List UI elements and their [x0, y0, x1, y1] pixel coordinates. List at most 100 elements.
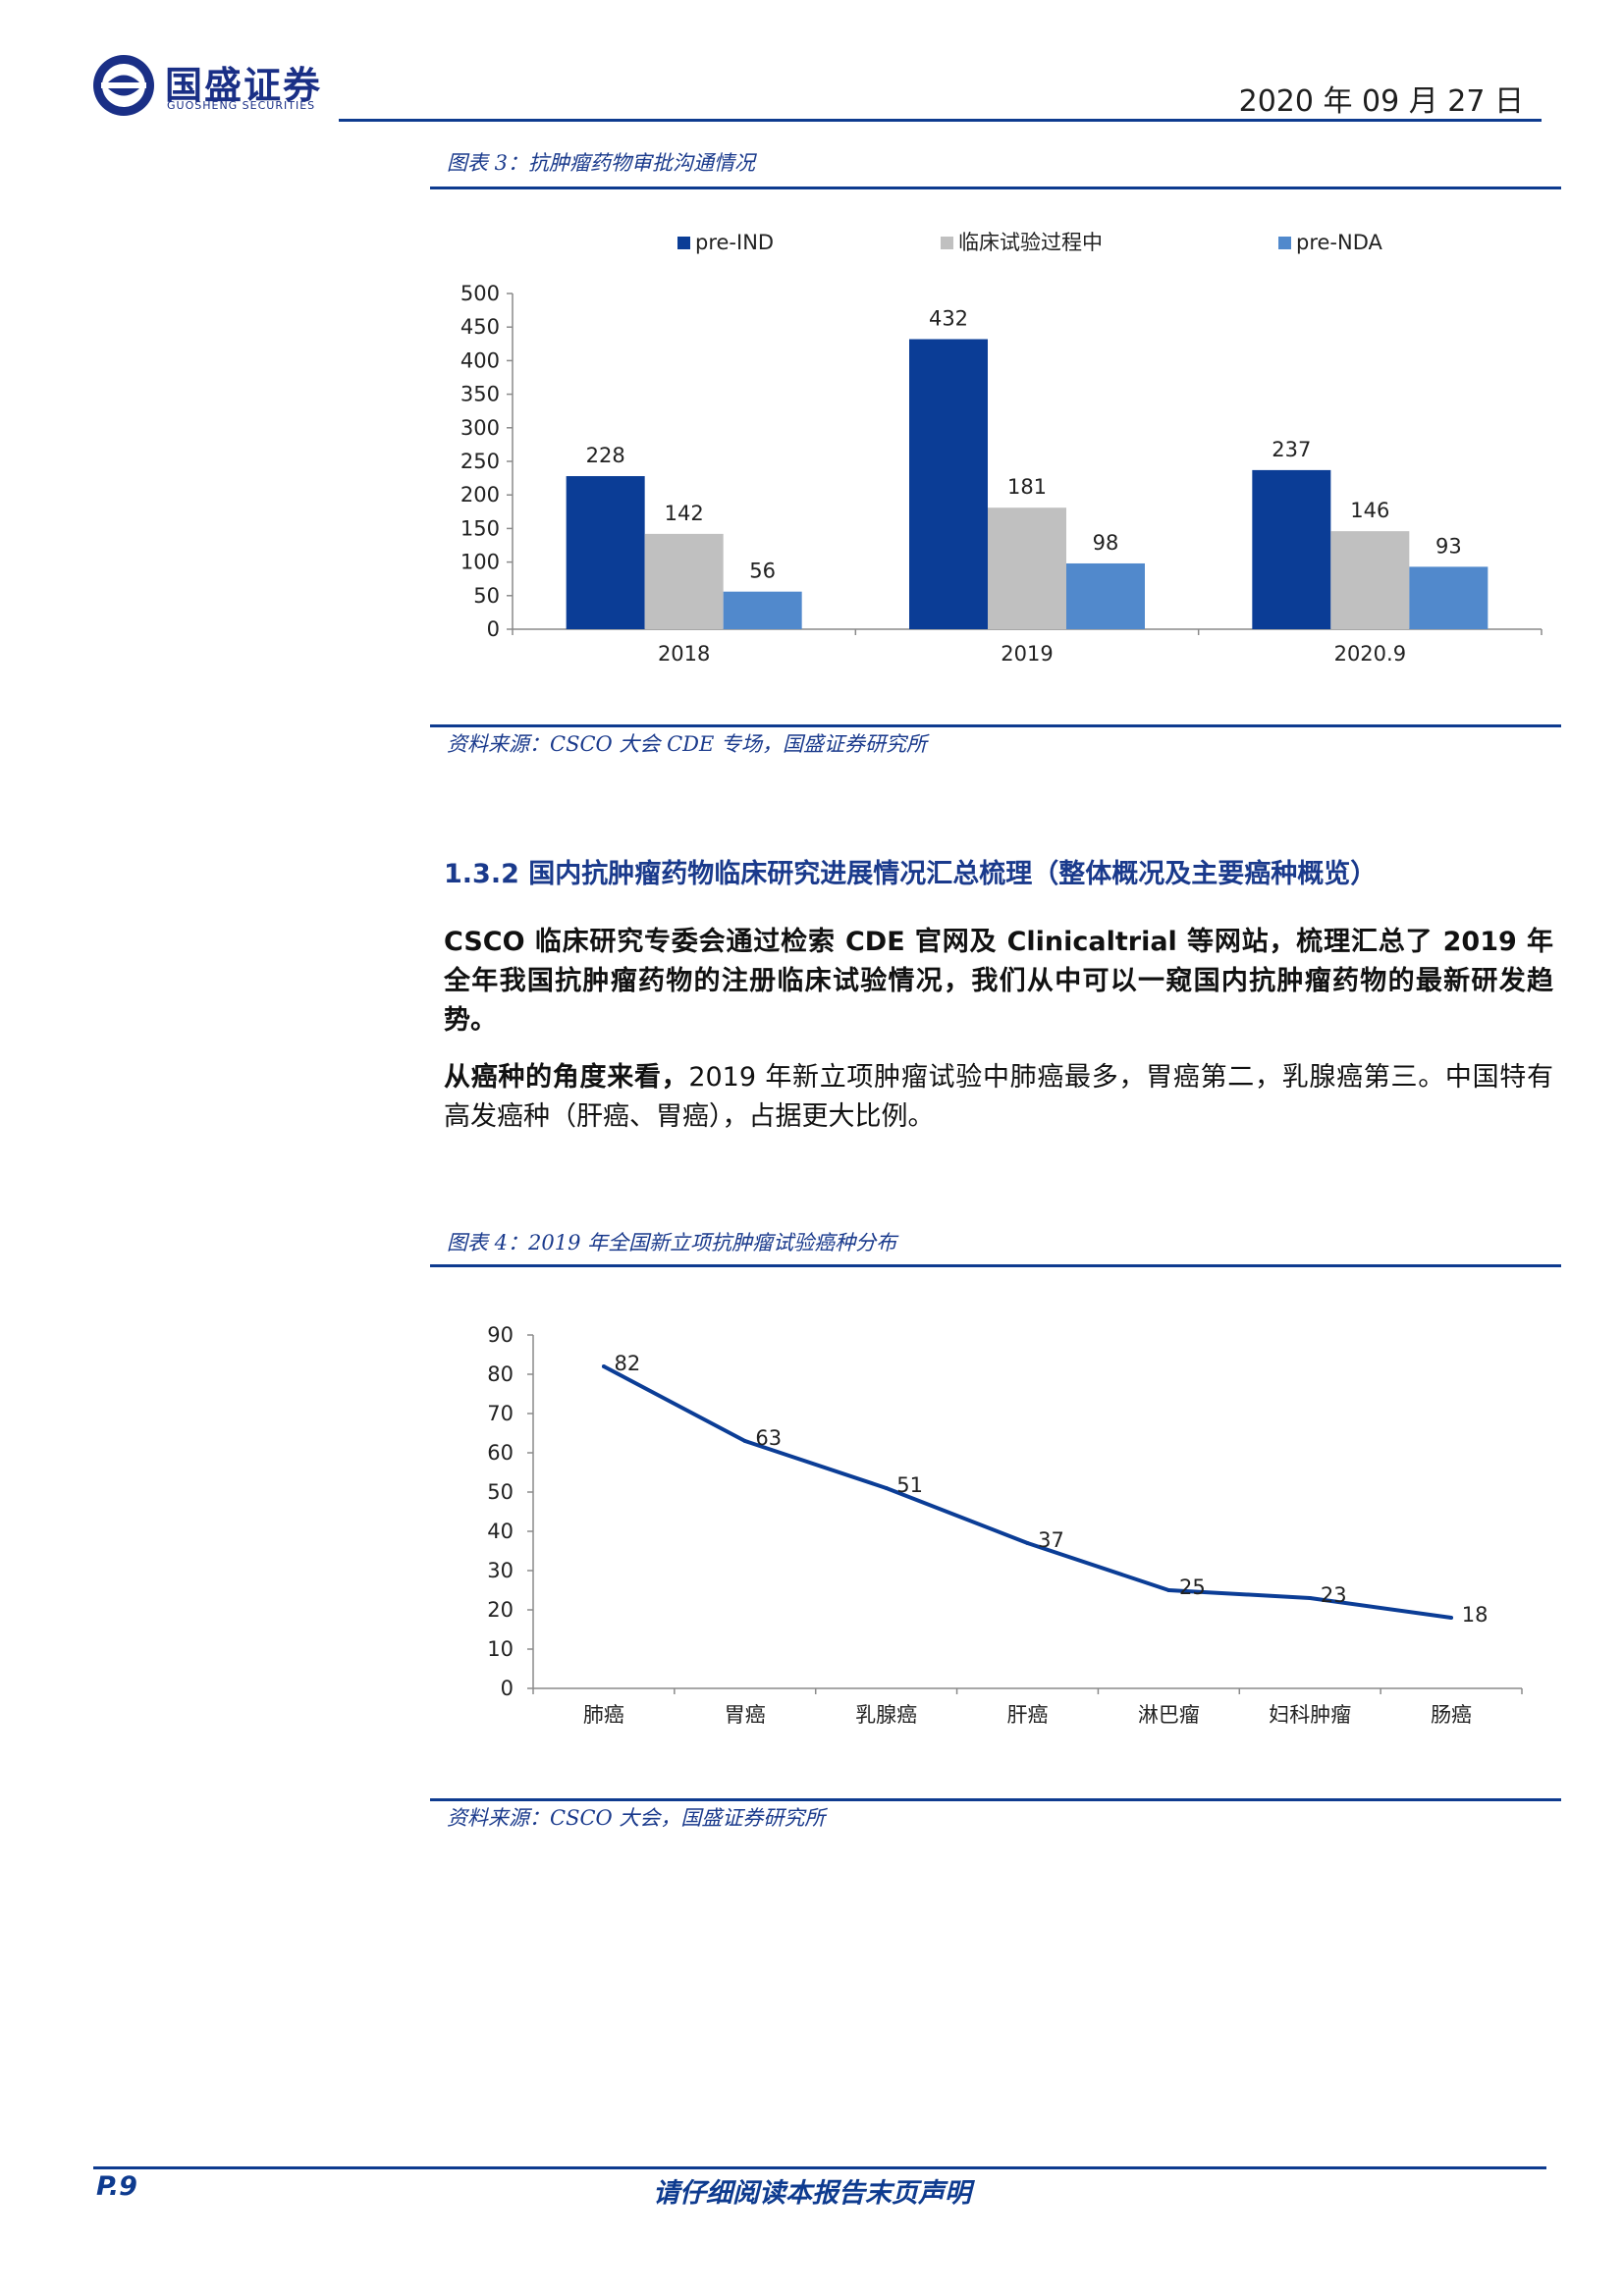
data-point: [1025, 1541, 1030, 1545]
paragraph-2-body: 2019 年新立项肿瘤试验中肺癌最多，胃癌第二，乳腺癌第三。中国特有高发癌种（肝…: [444, 1062, 1554, 1132]
bar-value-label: 237: [1272, 438, 1311, 461]
footer-divider: [93, 2166, 1546, 2169]
bar-value-label: 146: [1350, 499, 1389, 522]
bar: [1066, 562, 1145, 629]
y-tick: 90: [487, 1323, 514, 1347]
logo-text: 国盛证券: [165, 64, 323, 107]
figure3-top-rule: [430, 187, 1561, 189]
series-line: [602, 1364, 1452, 1620]
legend-swatch-pre-ind: [677, 237, 690, 249]
line-chart-marks: 82 63 51 37 25 23 18: [527, 1334, 1523, 1694]
paragraph-1: CSCO 临床研究专委会通过检索 CDE 官网及 Clinicaltrial 等…: [444, 927, 1553, 1036]
y-tick: 0: [501, 1677, 514, 1700]
y-tick: 150: [460, 516, 500, 540]
data-point: [1308, 1596, 1313, 1600]
data-point: [601, 1364, 606, 1368]
figure3-bottom-rule: [430, 724, 1561, 727]
y-tick: 100: [460, 551, 500, 574]
line-chart-y-ticks: 0 10 20 30 40 50 60 70 80 90: [487, 1323, 514, 1700]
data-value-label: 82: [615, 1352, 641, 1375]
y-tick: 500: [460, 282, 500, 305]
bar: [723, 591, 802, 629]
bar-chart-marks: 228 142 56 432 181 98 237 146 93: [507, 293, 1543, 635]
report-date: 2020 年 09 月 27 日: [1238, 84, 1524, 119]
x-label: 2020.9: [1334, 642, 1406, 666]
data-point: [1449, 1616, 1454, 1620]
x-label: 2019: [1001, 642, 1053, 666]
data-value-label: 23: [1321, 1583, 1347, 1607]
bar: [988, 507, 1066, 629]
bar-value-label: 98: [1093, 531, 1119, 555]
y-tick: 40: [487, 1520, 514, 1543]
footer-disclaimer: 请仔细阅读本报告末页声明: [653, 2178, 971, 2209]
bar-value-label: 432: [929, 307, 968, 331]
bar: [909, 339, 988, 629]
legend-label-clinical: 临床试验过程中: [958, 231, 1103, 254]
line-chart: 0 10 20 30 40 50 60 70 80 90 肺癌 胃癌 乳腺癌 肝…: [487, 1323, 1523, 1727]
figure4-bottom-rule: [430, 1798, 1561, 1801]
y-tick: 0: [487, 617, 500, 641]
bar-value-label: 93: [1435, 534, 1462, 558]
line-chart-x-labels: 肺癌 胃癌 乳腺癌 肝癌 淋巴瘤 妇科肿瘤 肠癌: [583, 1703, 1472, 1727]
bar-value-label: 142: [665, 502, 704, 525]
legend-swatch-clinical: [941, 237, 953, 249]
y-tick: 20: [487, 1598, 514, 1622]
x-label: 2018: [658, 642, 710, 666]
bar: [1330, 531, 1410, 629]
y-tick: 450: [460, 315, 500, 339]
data-point: [884, 1486, 889, 1490]
figure3-caption: 图表 3：抗肿瘤药物审批沟通情况: [447, 151, 756, 175]
page-number: P.9: [96, 2171, 137, 2202]
legend-label-pre-ind: pre-IND: [695, 231, 774, 254]
x-label: 肠癌: [1431, 1703, 1472, 1727]
y-tick: 50: [487, 1480, 514, 1504]
legend-label-pre-nda: pre-NDA: [1296, 231, 1383, 254]
y-tick: 70: [487, 1402, 514, 1425]
bar: [644, 533, 724, 629]
bar-chart-y-ticks: 0 50 100 150 200 250 300 350 400 450 500: [460, 282, 500, 641]
y-tick: 50: [473, 584, 500, 608]
figure3-source: 资料来源：CSCO 大会 CDE 专场，国盛证券研究所: [447, 732, 927, 756]
data-value-label: 25: [1179, 1575, 1206, 1599]
y-tick: 250: [460, 450, 500, 473]
x-label: 肝癌: [1007, 1703, 1049, 1727]
figure4-caption: 图表 4：2019 年全国新立项抗肿瘤试验癌种分布: [447, 1231, 897, 1255]
bar-chart-legend: pre-IND 临床试验过程中 pre-NDA: [677, 231, 1383, 254]
x-label: 淋巴瘤: [1138, 1703, 1200, 1727]
bar-value-label: 56: [749, 560, 776, 583]
x-label: 肺癌: [583, 1703, 624, 1727]
data-value-label: 37: [1038, 1528, 1064, 1552]
header-divider: [339, 119, 1542, 122]
data-point: [1166, 1588, 1171, 1592]
x-label: 乳腺癌: [855, 1703, 917, 1727]
section-title: 1.3.2 国内抗肿瘤药物临床研究进展情况汇总梳理（整体概况及主要癌种概览）: [444, 859, 1378, 889]
y-tick: 80: [487, 1362, 514, 1386]
bar: [1409, 566, 1489, 629]
bar: [1252, 469, 1331, 629]
bar: [566, 476, 645, 629]
bar-value-label: 181: [1007, 475, 1047, 499]
data-value-label: 63: [755, 1426, 782, 1450]
x-label: 胃癌: [725, 1703, 766, 1727]
data-value-label: 51: [896, 1473, 923, 1497]
bar-chart: pre-IND 临床试验过程中 pre-NDA 0 50 100 150 200…: [460, 231, 1543, 666]
paragraph-2: 从癌种的角度来看，2019 年新立项肿瘤试验中肺癌最多，胃癌第二，乳腺癌第三。中…: [444, 1058, 1553, 1137]
guosheng-logo-icon: [93, 55, 154, 116]
figure4-source: 资料来源：CSCO 大会，国盛证券研究所: [447, 1806, 826, 1830]
data-point: [742, 1439, 747, 1443]
y-tick: 300: [460, 416, 500, 440]
figure4-top-rule: [430, 1264, 1561, 1267]
data-value-label: 18: [1462, 1603, 1489, 1627]
bar-value-label: 228: [586, 444, 625, 467]
logo-subtitle: GUOSHENG SECURITIES: [167, 99, 316, 112]
legend-swatch-pre-nda: [1278, 237, 1291, 249]
y-tick: 10: [487, 1637, 514, 1661]
x-label: 妇科肿瘤: [1269, 1703, 1351, 1727]
bar-chart-x-labels: 2018 2019 2020.9: [658, 642, 1406, 666]
y-tick: 30: [487, 1559, 514, 1582]
y-tick: 350: [460, 383, 500, 406]
paragraph-2-lead: 从癌种的角度来看，: [444, 1062, 689, 1093]
y-tick: 400: [460, 348, 500, 372]
y-tick: 60: [487, 1441, 514, 1465]
y-tick: 200: [460, 483, 500, 507]
